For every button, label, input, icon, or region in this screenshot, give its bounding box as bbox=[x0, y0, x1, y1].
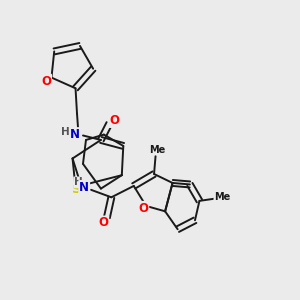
Text: S: S bbox=[72, 183, 82, 196]
Text: O: O bbox=[138, 202, 148, 215]
Text: N: N bbox=[70, 128, 80, 141]
Text: N: N bbox=[79, 181, 89, 194]
Text: O: O bbox=[98, 217, 108, 230]
Text: Me: Me bbox=[214, 192, 231, 202]
Text: H: H bbox=[61, 127, 69, 137]
Text: O: O bbox=[41, 75, 51, 88]
Text: Me: Me bbox=[149, 145, 165, 154]
Text: O: O bbox=[110, 114, 120, 127]
Text: H: H bbox=[74, 177, 83, 188]
